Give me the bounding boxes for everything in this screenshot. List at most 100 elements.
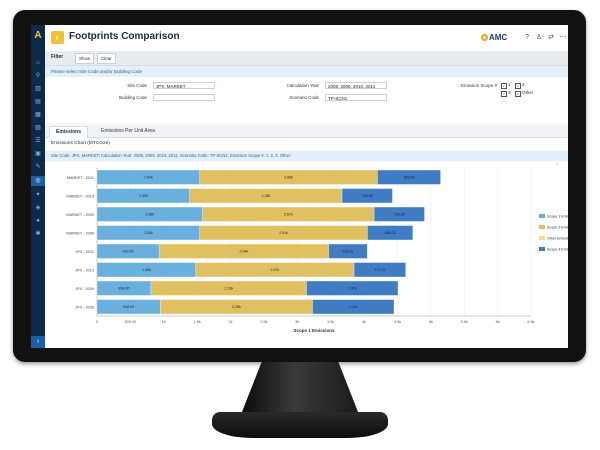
scope-option-label: 3 <box>508 90 511 95</box>
bar-segment <box>328 243 368 259</box>
legend-label: Scope 1 Emissions <box>547 215 568 219</box>
translate-icon[interactable]: ⇄ <box>548 34 554 41</box>
bar-data-label: 1.22k <box>349 305 358 309</box>
bar-data-label: 680.02 <box>385 231 396 235</box>
x-tick-label: 0 <box>96 320 98 324</box>
scope-checkbox-2[interactable]: ✓ 2 <box>513 82 525 89</box>
bar-data-label: 948.60 <box>123 305 134 309</box>
chart-icon[interactable]: ▥ <box>35 86 41 92</box>
scope-checkbox-1[interactable]: ✓ 1 <box>499 82 511 89</box>
category-label: JPX - 2008 <box>75 305 94 309</box>
building-code-input[interactable] <box>153 94 215 101</box>
tab-emissions[interactable]: Emissions <box>49 126 89 138</box>
calc-year-input[interactable]: 2008, 2009, 2010, 2011 <box>325 82 387 89</box>
building-icon[interactable]: ▤ <box>35 99 41 105</box>
list-icon[interactable]: ☰ <box>35 138 41 144</box>
category-label: MARKET - 2010 <box>66 194 94 198</box>
tab-emissions-per-unit-area[interactable]: Emissions Per Unit Area <box>101 128 155 134</box>
bar-data-label: 2.28k <box>262 194 271 198</box>
bar-data-label: 578.31 <box>342 250 353 254</box>
category-label: JPX - 2009 <box>75 287 94 291</box>
settings-icon[interactable]: ✱ <box>35 231 41 237</box>
bar-data-label: 2.54k <box>239 250 248 254</box>
category-label: JPX - 2011 <box>75 250 94 254</box>
filter-form: Site Code JPX, MARKET Building Code Calc… <box>45 77 568 123</box>
x-tick-label: 4.5k <box>394 320 401 324</box>
tab-bar: Emissions Emissions Per Unit Area <box>45 126 568 138</box>
bar-data-label: 808.30 <box>118 287 129 291</box>
x-tick-label: 2.5k <box>260 320 267 324</box>
legend-label: Other Emissions <box>547 237 568 241</box>
page-title: Footprints Comparison <box>69 31 180 42</box>
x-tick-label: 500.00 <box>125 320 137 324</box>
brand-mark-icon <box>481 34 488 41</box>
x-tick-label: 6.5k <box>527 320 534 324</box>
expand-sidebar-icon[interactable]: › <box>31 336 45 348</box>
x-tick-label: 1.5k <box>194 320 201 324</box>
bar-data-label: 773.22 <box>374 268 385 272</box>
more-icon[interactable]: ⋯ <box>559 34 567 41</box>
category-label: MARKET - 2011 <box>67 176 94 180</box>
gear-icon[interactable]: ✦ <box>35 192 41 198</box>
category-label: JPX - 2010 <box>75 268 94 272</box>
bar-segment <box>377 169 441 185</box>
site-code-input[interactable]: JPX, MARKET <box>153 82 215 89</box>
brand-logo: AMC <box>481 33 507 42</box>
scope-option-label: 1 <box>508 82 511 87</box>
help-icon[interactable]: ? <box>525 34 529 41</box>
calc-year-label: Calculation Year <box>286 83 319 88</box>
scope-checkbox-3[interactable]: ✓ 3 <box>499 90 511 97</box>
monitor-stand-neck <box>240 362 360 417</box>
x-tick-label: 3.5k <box>327 320 334 324</box>
bar-segment <box>353 262 406 278</box>
table-icon[interactable]: ▣ <box>35 151 41 157</box>
legend-label: Scope 2 Emissions <box>547 226 568 230</box>
legend-swatch <box>539 247 545 251</box>
report-icon[interactable]: ▧ <box>35 125 41 131</box>
bar-data-label: 930.55 <box>123 250 134 254</box>
map-icon[interactable]: ◈ <box>35 205 41 211</box>
home-icon[interactable]: ⌂ <box>36 60 40 66</box>
search-icon[interactable]: ⚲ <box>35 73 41 79</box>
header: ◐ Footprints Comparison AMC ? ♙ ⇄ ⋯ <box>45 25 568 52</box>
bar-data-label: 1.37k <box>348 287 357 291</box>
pin-icon[interactable]: ● <box>36 218 40 224</box>
bar-data-label: 945.45 <box>403 176 414 180</box>
document-icon[interactable]: ▦ <box>35 112 41 118</box>
clear-button[interactable]: Clear <box>97 53 116 64</box>
chart-menu-icon[interactable]: ⁝ <box>556 162 558 167</box>
chart-panel-title: Emissions Chart (MTCO2e) <box>51 141 110 146</box>
category-label: MARKET - 2008 <box>66 231 94 235</box>
x-tick-label: 6k <box>496 320 500 324</box>
bar-data-label: 2.33k <box>224 287 233 291</box>
x-tick-label: 5.5k <box>461 320 468 324</box>
show-button[interactable]: Show <box>75 53 95 64</box>
bar-data-label: 1.48k <box>142 268 151 272</box>
legend-swatch <box>539 236 545 240</box>
scope-checkbox-other[interactable]: ✓ Other <box>513 90 533 97</box>
emissions-chart: 0 500.00 1k 1.5k 2k 2.5k 3k 3.5k 4k 4.5k 5k 5.5k 6k 6… <box>66 162 568 333</box>
category-label: MARKET - 2009 <box>66 213 94 217</box>
user-icon[interactable]: ♙ <box>535 34 543 41</box>
app-screen: A ⌂ ⚲ ▥ ▤ ▦ ▧ ☰ ▣ ✎ ◎ ✦ ◈ ● ✱ › ◐ Footpr… <box>31 25 568 348</box>
bar-segment <box>306 280 399 296</box>
x-tick-label: 2k <box>229 320 233 324</box>
chart-panel: Emissions Chart (MTCO2e) Site Code: JPX,… <box>45 138 568 348</box>
bar-segment <box>341 188 393 204</box>
bar-data-label: 755.85 <box>394 213 405 217</box>
checkbox-check-icon: ✓ <box>501 83 507 89</box>
scenario-code-input[interactable]: TP-SCN1 <box>325 94 387 101</box>
bar-data-label: 1.58k <box>145 213 154 217</box>
bar-data-label: 2.51k <box>279 231 288 235</box>
chart-filter-summary: Site Code: JPX, MARKET; Calculation Year… <box>45 151 568 161</box>
emission-scope-label: Emission Scope # <box>460 83 497 88</box>
x-tick-label: 3k <box>295 320 299 324</box>
scope-option-label: 2 <box>522 82 525 87</box>
bar-data-label: 2.66k <box>284 176 293 180</box>
tool-icon[interactable]: ✎ <box>35 164 41 170</box>
footprints-icon[interactable]: ◎ <box>31 176 45 186</box>
checkbox-check-icon: ✓ <box>515 83 521 89</box>
app-logo-icon[interactable]: A <box>31 25 45 47</box>
scenario-code-label: Scenario Code <box>289 95 319 100</box>
bar-segment <box>373 206 425 222</box>
